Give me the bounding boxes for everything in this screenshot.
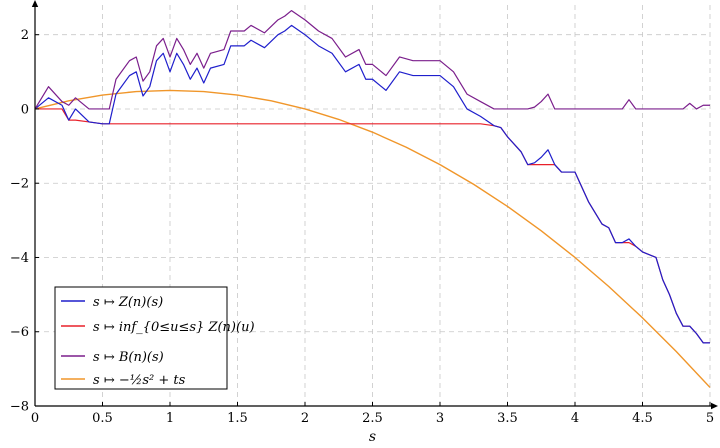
x-tick-label-8: 4	[571, 411, 579, 426]
x-axis-label: s	[369, 429, 376, 445]
series-group	[34, 9, 711, 388]
legend-label-2: s ↦ B(n)(s)	[93, 350, 164, 365]
series-line-2	[34, 9, 710, 110]
y-axis-arrow-icon	[31, 0, 39, 7]
x-tick-label-0: 0	[31, 411, 39, 426]
x-tick-label-3: 1.5	[227, 411, 248, 426]
y-tick-label-1: 0	[21, 102, 29, 117]
x-tick-label-4: 2	[301, 411, 309, 426]
x-tick-label-5: 2.5	[362, 411, 383, 426]
x-tick-label-6: 3	[436, 411, 444, 426]
y-tick-label-2: −2	[10, 177, 29, 192]
y-tick-label-4: −6	[10, 325, 29, 340]
series-line-3	[34, 89, 711, 388]
x-tick-label-1: 0.5	[92, 411, 113, 426]
tick-labels: 0 0.5 1 1.5 2 2.5 3 3.5 4 4.5 5 2 0 −2 −4 −6 −8	[10, 28, 714, 426]
x-tick-label-2: 1	[166, 411, 174, 426]
series-line-0	[34, 24, 710, 344]
grid	[35, 5, 711, 406]
legend-label-0: s ↦ Z(n)(s)	[93, 295, 163, 310]
x-tick-label-9: 4.5	[632, 411, 653, 426]
legend-label-1: s ↦ inf_{0≤u≤s} Z(n)(u)	[93, 320, 255, 335]
x-axis-arrow-icon	[711, 402, 718, 410]
y-tick-label-5: −8	[10, 400, 29, 415]
y-tick-label-3: −4	[10, 251, 29, 266]
legend-label-3: s ↦ −½s² + ts	[93, 373, 186, 388]
legend-box	[54, 286, 228, 390]
x-tick-label-10: 5	[706, 411, 714, 426]
x-tick-label-7: 3.5	[497, 411, 518, 426]
axes	[31, 0, 718, 410]
legend: s ↦ Z(n)(s) s ↦ inf_{0≤u≤s} Z(n)(u) s ↦ B(…	[54, 286, 255, 390]
y-tick-label-0: 2	[21, 28, 29, 43]
